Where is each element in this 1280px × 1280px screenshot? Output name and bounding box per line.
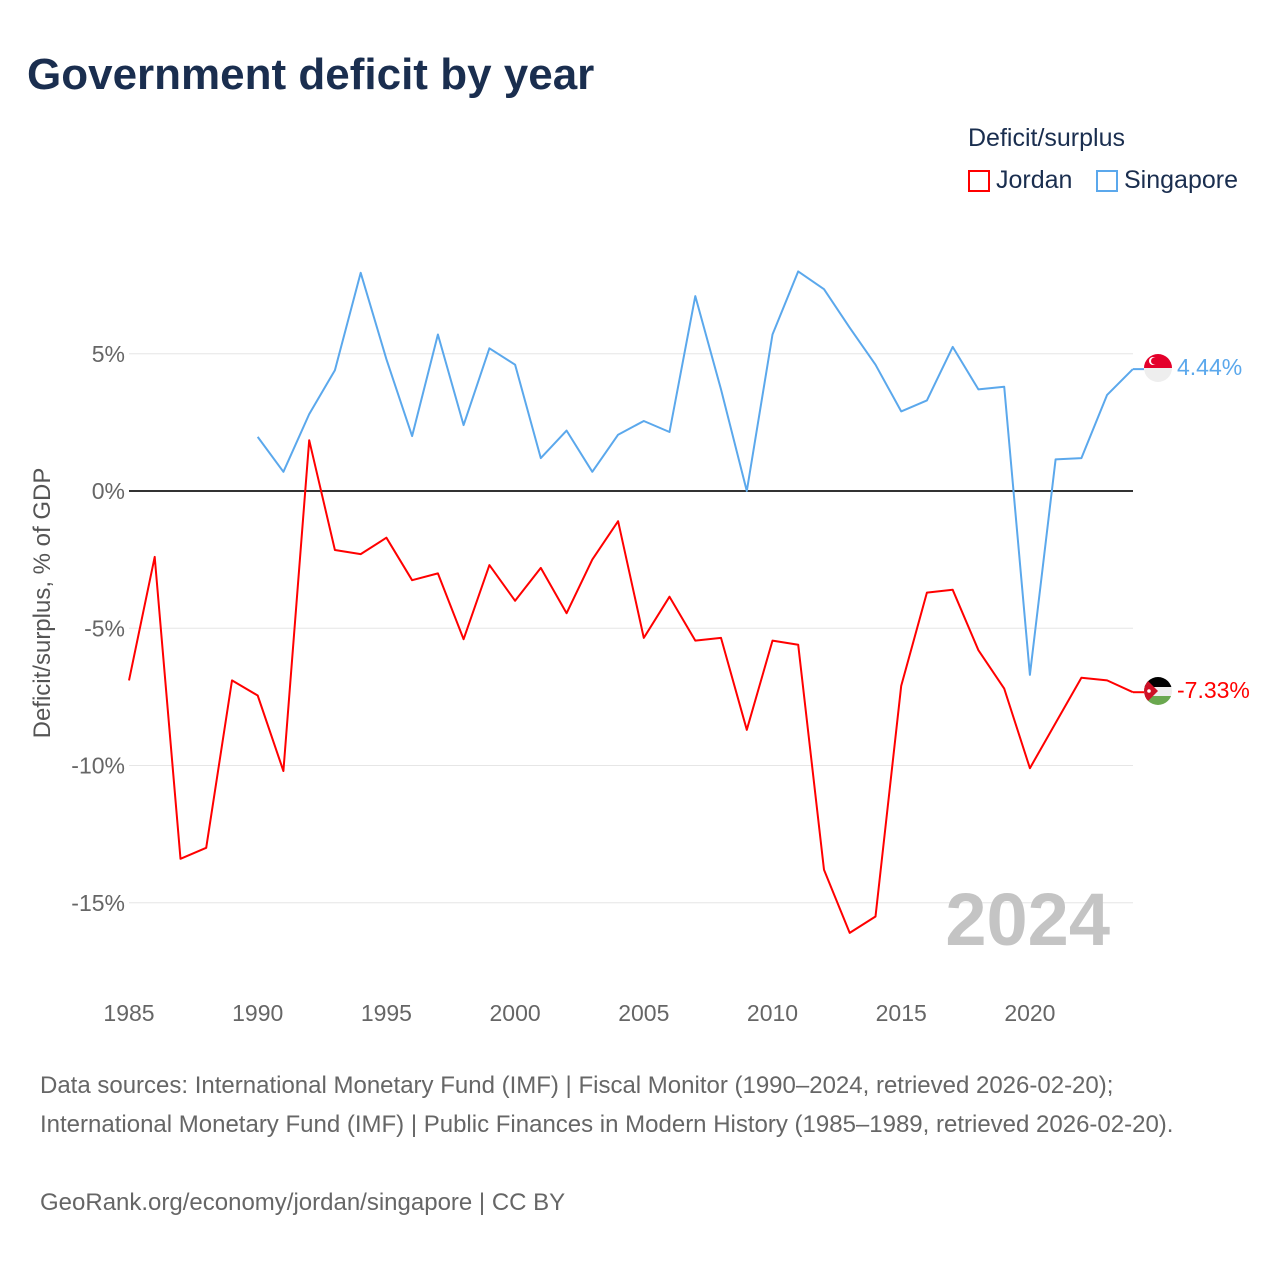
singapore-end-label: 4.44% bbox=[1177, 354, 1242, 380]
y-tick-label: -10% bbox=[71, 753, 125, 779]
x-tick-label: 2020 bbox=[1004, 1000, 1055, 1026]
legend-label-jordan: Jordan bbox=[996, 166, 1073, 194]
legend-label-singapore: Singapore bbox=[1124, 166, 1238, 194]
y-tick-label: 5% bbox=[92, 341, 125, 367]
chart-title: Government deficit by year bbox=[27, 50, 595, 99]
legend-swatch-jordan bbox=[968, 169, 990, 192]
x-tick-label: 1995 bbox=[361, 1000, 412, 1026]
year-watermark: 2024 bbox=[945, 878, 1110, 961]
series-line-singapore bbox=[256, 270, 1134, 676]
x-tick-label: 2005 bbox=[618, 1000, 669, 1026]
legend-title: Deficit/surplus bbox=[968, 124, 1125, 152]
legend-item-singapore[interactable]: Singapore bbox=[1096, 166, 1238, 195]
series-line-jordan bbox=[128, 439, 1134, 934]
x-tick-label: 2010 bbox=[747, 1000, 798, 1026]
y-tick-label: -5% bbox=[84, 615, 125, 641]
y-axis-label: Deficit/surplus, % of GDP bbox=[29, 468, 56, 739]
data-sources: Data sources: International Monetary Fun… bbox=[40, 1072, 1174, 1138]
legend-swatch-singapore bbox=[1096, 169, 1118, 192]
x-tick-label: 1985 bbox=[103, 1000, 154, 1026]
y-tick-label: -15% bbox=[71, 890, 125, 916]
credit-link[interactable]: GeoRank.org/economy/jordan/singapore | C… bbox=[40, 1189, 566, 1216]
line-chart: 5% 0% -5% -10% -15% 1985 1990 1995 2000 2005 2010 2… bbox=[29, 270, 1250, 1026]
x-tick-label: 1990 bbox=[232, 1000, 283, 1026]
jordan-end-label: -7.33% bbox=[1177, 677, 1250, 703]
y-tick-label: 0% bbox=[92, 478, 125, 504]
jordan-flag-icon bbox=[1144, 677, 1172, 705]
legend-item-jordan[interactable]: Jordan bbox=[968, 166, 1072, 195]
singapore-flag-icon bbox=[1144, 354, 1172, 382]
x-tick-label: 2000 bbox=[490, 1000, 541, 1026]
x-tick-label: 2015 bbox=[876, 1000, 927, 1026]
